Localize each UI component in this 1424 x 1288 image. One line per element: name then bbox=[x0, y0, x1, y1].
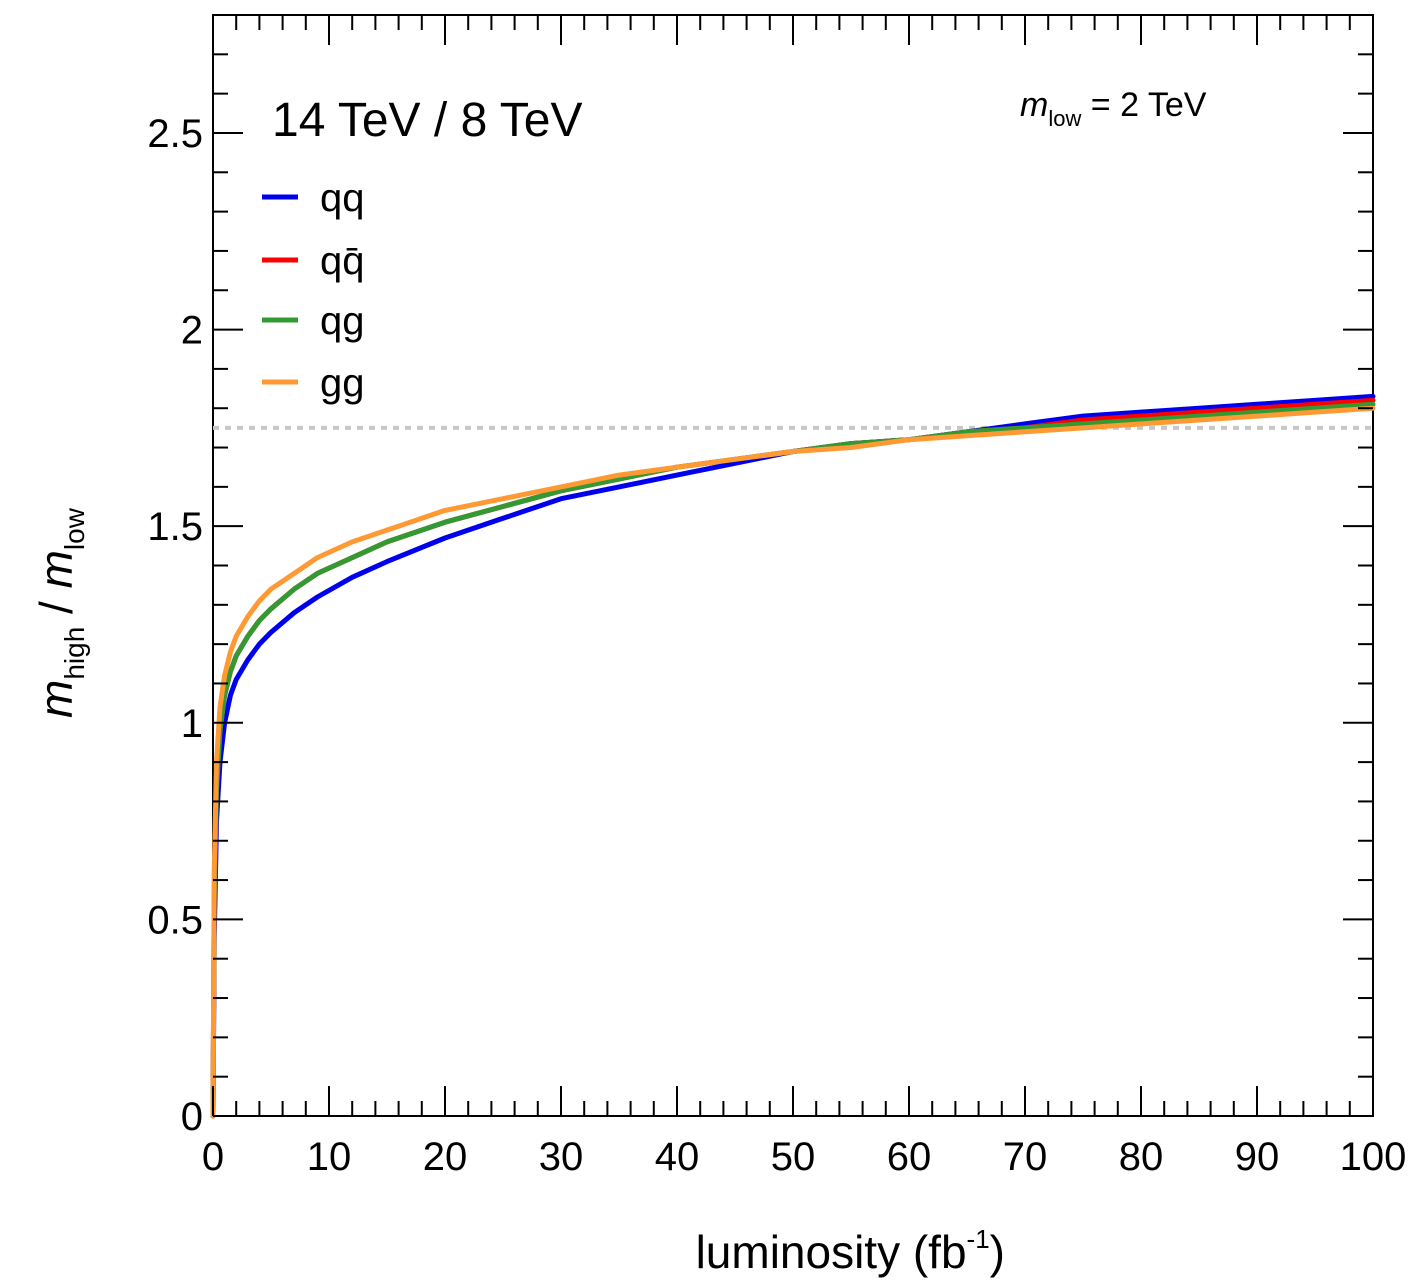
legend-label: qq̄ bbox=[320, 239, 365, 283]
plot-frame bbox=[212, 14, 1374, 1117]
x-axis-title-main: luminosity (fb bbox=[696, 1226, 967, 1278]
y-axis-title: mhigh / mlow bbox=[30, 507, 90, 718]
legend: qq qq̄ qg gg bbox=[262, 176, 365, 405]
x-tick-label: 40 bbox=[655, 1135, 700, 1179]
legend-label: qg bbox=[320, 299, 365, 343]
y-axis-title-slash: / bbox=[30, 588, 82, 626]
x-tick-label: 20 bbox=[423, 1135, 468, 1179]
annotation-rest: = 2 TeV bbox=[1081, 86, 1206, 124]
series-line-gg bbox=[210, 405, 1376, 1119]
y-tick-label: 2 bbox=[181, 309, 203, 353]
series-layer bbox=[210, 393, 1376, 1119]
x-axis-title-close: ) bbox=[990, 1226, 1005, 1278]
x-tick-label: 30 bbox=[539, 1135, 584, 1179]
y-tick-label: 2.5 bbox=[147, 112, 203, 156]
x-tick-label: 10 bbox=[307, 1135, 352, 1179]
tick-labels-layer: 0 10 20 30 40 50 60 70 80 90 100 0 0.5 1 1.5 2 2.5 bbox=[147, 112, 1406, 1179]
y-tick-label: 1.5 bbox=[147, 505, 203, 549]
annotation-sub: low bbox=[1048, 106, 1081, 131]
x-tick-label: 100 bbox=[1340, 1135, 1407, 1179]
x-tick-label: 50 bbox=[771, 1135, 816, 1179]
annotation-italic: m bbox=[1020, 86, 1048, 124]
x-tick-label: 90 bbox=[1235, 1135, 1280, 1179]
x-tick-label: 70 bbox=[1003, 1135, 1048, 1179]
series-line-qg bbox=[210, 401, 1376, 1119]
x-axis-title-sup: -1 bbox=[967, 1224, 990, 1254]
series-line-qq̄ bbox=[210, 397, 1376, 1119]
legend-label: qq bbox=[320, 176, 365, 220]
ticks-layer bbox=[212, 14, 1374, 1117]
mass-annotation: mlow = 2 TeV bbox=[1020, 86, 1207, 131]
x-tick-label: 60 bbox=[887, 1135, 932, 1179]
series-line-qq bbox=[210, 393, 1376, 1119]
y-axis-title-sub1: high bbox=[59, 627, 90, 680]
y-axis-title-m1: m bbox=[30, 680, 82, 718]
y-tick-label: 0.5 bbox=[147, 898, 203, 942]
y-tick-label: 0 bbox=[181, 1095, 203, 1139]
x-tick-label: 80 bbox=[1119, 1135, 1164, 1179]
x-axis-title: luminosity (fb-1) bbox=[696, 1224, 1005, 1278]
legend-label: gg bbox=[320, 361, 365, 405]
y-tick-label: 1 bbox=[181, 702, 203, 746]
plot-area-border bbox=[212, 14, 1374, 1117]
y-axis-title-m2: m bbox=[30, 550, 82, 588]
y-axis-title-sub2: low bbox=[59, 507, 90, 550]
chart-title: 14 TeV / 8 TeV bbox=[272, 94, 582, 147]
x-tick-label: 0 bbox=[202, 1135, 224, 1179]
